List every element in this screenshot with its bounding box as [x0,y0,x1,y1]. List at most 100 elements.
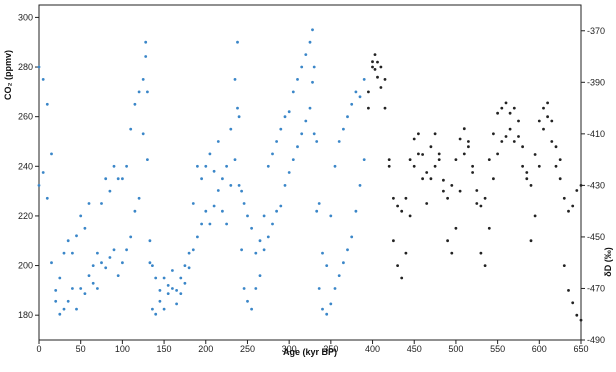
y-left-tick-label: 280 [18,62,33,72]
data-point [373,68,377,71]
y-left-tick-label: 220 [18,211,33,221]
data-point [66,239,70,243]
data-point [229,184,233,187]
data-point [225,164,229,168]
data-point [358,95,362,99]
plot-frame [38,4,582,341]
data-point [271,222,274,226]
data-point [258,274,262,277]
data-point [50,152,53,156]
data-point [279,127,283,131]
data-point [83,292,87,295]
data-point [304,119,308,123]
data-point [171,269,174,272]
data-point [446,239,449,243]
data-point [175,289,179,292]
data-point [567,289,570,292]
data-point [54,289,58,292]
data-point [208,152,212,156]
data-point [521,164,524,168]
data-point [521,145,524,149]
data-point [216,189,220,192]
data-point [508,127,512,131]
data-point [350,235,354,239]
data-point [187,251,191,255]
data-point [429,145,433,149]
data-point [317,287,321,290]
data-point [62,251,66,255]
data-point [191,248,195,252]
x-tick-label: 100 [115,344,130,354]
data-point [504,135,508,138]
data-point [116,274,120,277]
data-point [421,153,424,156]
data-point [112,164,116,168]
data-point [392,196,395,200]
x-tick-label: 0 [36,344,41,354]
data-point [321,307,324,311]
data-point [179,276,183,280]
data-point [346,248,349,252]
data-point [137,90,141,94]
data-point [312,132,316,136]
data-point [496,111,499,115]
data-point [376,60,379,64]
y-axis-left-title: CO₂ (ppmv) [3,50,13,100]
data-point [240,248,244,252]
data-point [71,251,74,255]
data-point [148,261,152,265]
data-point [412,164,416,168]
data-point [329,214,333,218]
data-point [387,158,391,162]
x-tick-label: 150 [157,344,172,354]
y-left-tick-label: 240 [18,161,33,171]
data-point [321,251,324,255]
data-point [483,196,487,200]
data-point [450,184,454,187]
data-point [229,127,233,131]
data-point [537,119,541,123]
data-point [151,307,154,311]
data-point [79,214,83,218]
data-point [154,312,158,316]
data-point [275,140,278,143]
data-point [371,65,374,69]
data-point [271,152,274,156]
data-point [467,140,470,143]
data-point [104,266,108,270]
data-point [233,158,237,162]
data-point [533,214,537,218]
data-point [315,140,319,143]
data-point [325,264,329,267]
data-point [517,135,520,138]
data-point [475,189,479,192]
data-point [121,177,124,181]
data-point [367,90,370,94]
x-axis-title: Age (kyr BP) [283,347,337,357]
data-point [333,287,337,290]
data-point [537,164,541,168]
data-point [396,204,399,208]
data-point [41,171,45,174]
data-point [175,302,179,306]
y-right-tick-label: -390 [587,77,605,87]
data-point [367,106,370,110]
data-point [208,222,212,226]
data-point [246,214,249,218]
data-point [442,178,445,182]
data-point [96,251,99,255]
data-point [191,202,195,205]
data-point [487,158,491,162]
data-point [408,158,412,162]
data-point [542,127,545,131]
data-point [429,177,433,181]
data-point [425,171,429,174]
data-point [66,299,70,303]
data-point [529,239,533,243]
data-point [354,209,358,213]
data-point [200,222,204,226]
data-point [221,209,224,213]
data-point [346,115,349,119]
data-point [291,90,295,94]
data-point [437,158,441,162]
